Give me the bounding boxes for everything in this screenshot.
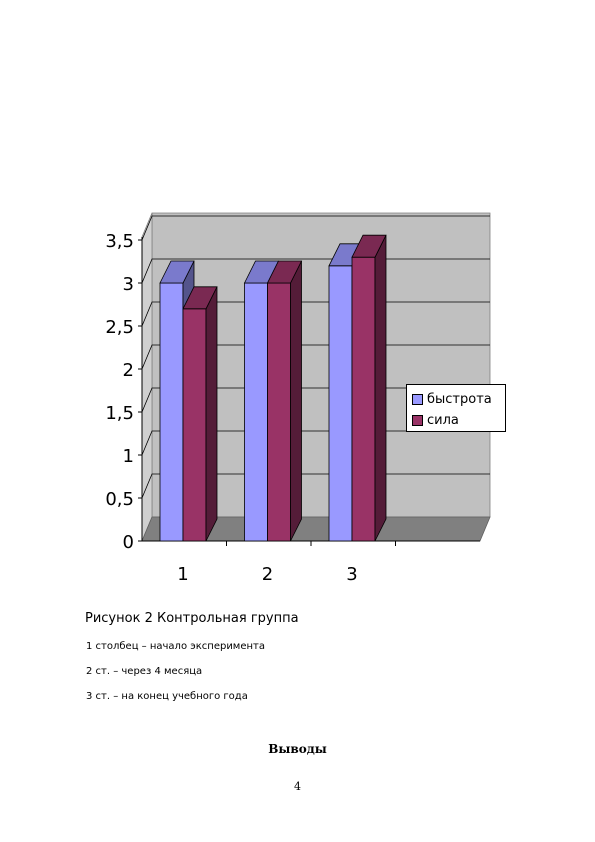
chart-canvas: 0 0,5 1 1,5 2 2,5 3 3,5 1 2 3 bbox=[105, 212, 491, 585]
x-tick-label: 3 bbox=[346, 564, 357, 585]
bar-front bbox=[244, 282, 268, 542]
x-tick-label: 2 bbox=[262, 564, 273, 585]
section-heading: Выводы bbox=[268, 742, 327, 756]
chart-legend: быстрота сила bbox=[406, 384, 506, 432]
page-number: 4 bbox=[294, 780, 301, 793]
y-tick-label: 2 bbox=[123, 360, 134, 381]
gridline bbox=[141, 215, 490, 241]
legend-swatch-speed bbox=[412, 393, 423, 405]
bar-front bbox=[351, 256, 376, 542]
bar-top bbox=[182, 286, 218, 310]
bar-front bbox=[267, 282, 291, 542]
x-tick-label: 1 bbox=[177, 564, 188, 585]
y-tick-label: 3,5 bbox=[105, 231, 134, 252]
legend-label-strength: сила bbox=[427, 412, 459, 428]
legend-label-speed: быстрота bbox=[427, 391, 492, 407]
y-tick-label: 2,5 bbox=[105, 317, 134, 338]
legend-item-strength: сила bbox=[412, 411, 459, 429]
caption-note-2: 2 ст. – через 4 месяца bbox=[86, 666, 203, 677]
bar-side bbox=[205, 286, 218, 542]
bar-side bbox=[290, 260, 302, 542]
y-tick-label: 1,5 bbox=[105, 403, 134, 424]
bar-front bbox=[159, 282, 184, 542]
bar-top bbox=[351, 234, 387, 258]
bar-front bbox=[182, 308, 207, 542]
bar-chart: 0 0,5 1 1,5 2 2,5 3 3,5 1 2 3 быстрота сила bbox=[105, 212, 506, 585]
figure-caption: Рисунок 2 Контрольная группа bbox=[85, 611, 299, 626]
y-tick-label: 0 bbox=[123, 532, 134, 553]
legend-swatch-strength bbox=[412, 414, 423, 426]
bar-top bbox=[159, 260, 195, 284]
bar-front bbox=[328, 265, 353, 542]
bar-side bbox=[374, 235, 387, 542]
y-tick-label: 0,5 bbox=[105, 489, 134, 510]
bar-top bbox=[266, 260, 303, 284]
caption-note-1: 1 столбец – начало эксперимента bbox=[86, 641, 265, 652]
legend-item-speed: быстрота bbox=[412, 390, 492, 408]
y-tick-label: 3 bbox=[123, 274, 134, 295]
y-tick-label: 1 bbox=[123, 446, 134, 467]
caption-note-3: 3 ст. – на конец учебного года bbox=[86, 691, 248, 702]
